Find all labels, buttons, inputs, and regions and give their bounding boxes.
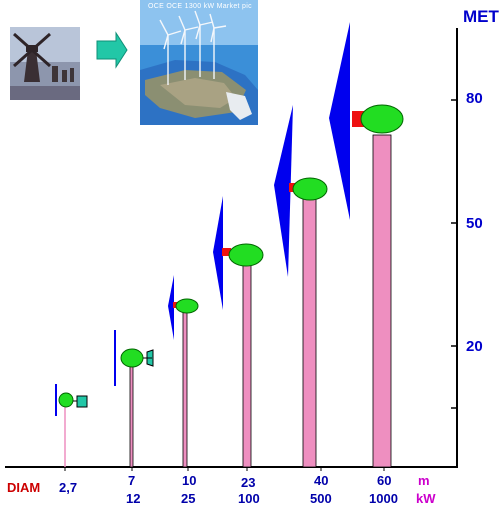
tower bbox=[242, 261, 252, 468]
diameter-unit: m bbox=[418, 473, 430, 488]
arrow-right-icon bbox=[96, 31, 128, 69]
diameter-value: 40 bbox=[314, 473, 329, 488]
windmill-icon bbox=[13, 32, 74, 82]
power-unit: kW bbox=[416, 491, 436, 506]
tail-vane bbox=[76, 395, 88, 408]
tower bbox=[129, 361, 134, 468]
axis-tick-label: 50 bbox=[466, 215, 483, 232]
axis-tick-label: 20 bbox=[466, 338, 483, 355]
power-value: 25 bbox=[181, 491, 196, 506]
power-value: 100 bbox=[238, 491, 260, 506]
tower bbox=[182, 310, 188, 468]
nacelle bbox=[360, 104, 404, 134]
diameter-value: 10 bbox=[182, 473, 197, 488]
axis-tick-label: 80 bbox=[466, 90, 483, 107]
hub bbox=[222, 248, 231, 256]
power-value: 1000 bbox=[369, 491, 398, 506]
turbine-1 bbox=[55, 384, 88, 467]
turbine-5 bbox=[274, 105, 328, 468]
nacelle bbox=[175, 298, 199, 314]
wind-farm-photo bbox=[140, 0, 258, 125]
power-value: 500 bbox=[310, 491, 332, 506]
diameter-value: 7 bbox=[128, 473, 136, 488]
nacelle bbox=[120, 348, 144, 368]
turbine-4 bbox=[213, 196, 264, 468]
tower bbox=[302, 197, 317, 468]
hub bbox=[173, 302, 178, 308]
rotor-blade bbox=[274, 105, 293, 277]
diameter-value: 2,7 bbox=[59, 480, 78, 495]
turbine-6 bbox=[329, 22, 404, 468]
nacelle bbox=[292, 177, 328, 201]
diameter-value: 60 bbox=[377, 473, 392, 488]
wind-farm-icon bbox=[159, 10, 227, 85]
rotor-blade bbox=[329, 22, 350, 220]
turbine-2 bbox=[114, 330, 154, 468]
diameter-row-label: DIAM bbox=[7, 480, 41, 495]
axis-title: METR bbox=[463, 7, 500, 26]
nacelle bbox=[228, 243, 264, 267]
diameter-value: 23 bbox=[241, 475, 256, 490]
windmill-photo bbox=[10, 27, 80, 100]
turbine-3 bbox=[168, 275, 199, 468]
rotor-blade bbox=[213, 196, 223, 310]
nacelle bbox=[58, 392, 74, 408]
photo-caption: OCE OCE 1300 kW Market pic bbox=[148, 3, 252, 10]
rotor-blade bbox=[168, 275, 174, 340]
tower bbox=[372, 134, 392, 468]
power-value: 12 bbox=[126, 491, 141, 506]
